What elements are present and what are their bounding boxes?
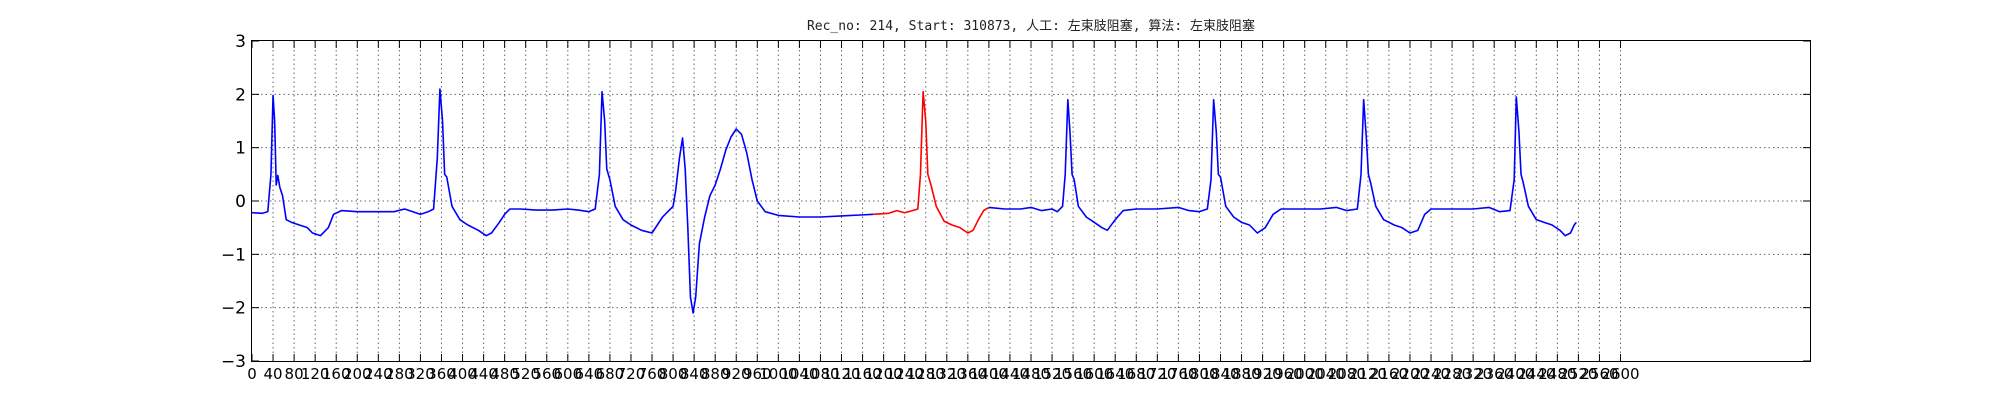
x-tick-label-2: 80 — [285, 365, 304, 383]
x-axis-ticks: 0 40 8012016020024028032036040044048052056… — [247, 41, 1640, 383]
y-tick-label-4: −1 — [221, 245, 246, 265]
x-tick-label-5: 200 — [343, 365, 372, 383]
x-tick-label-63: 2520 — [1559, 365, 1597, 383]
x-tick-label-6: 240 — [364, 365, 393, 383]
x-tick-label-52: 2080 — [1328, 365, 1366, 383]
series-line-1 — [873, 90, 990, 234]
x-tick-label-18: 720 — [617, 365, 646, 383]
y-axis-ticks: 3 2 1 0 −1 −2 −3 — [221, 32, 1810, 372]
x-tick-label-51: 2040 — [1307, 365, 1345, 383]
y-tick-label-0: 3 — [235, 32, 246, 52]
x-tick-label-34: 1360 — [949, 365, 987, 383]
y-tick-label-6: −3 — [221, 352, 246, 372]
x-tick-label-37: 1480 — [1012, 365, 1050, 383]
x-tick-label-30: 1200 — [865, 365, 903, 383]
x-tick-label-1: 40 — [264, 365, 283, 383]
x-tick-label-59: 2360 — [1475, 365, 1513, 383]
x-tick-label-54: 2160 — [1370, 365, 1408, 383]
x-tick-label-11: 440 — [469, 365, 498, 383]
x-tick-label-23: 920 — [722, 365, 751, 383]
series-lines — [251, 88, 1577, 314]
x-tick-label-31: 1240 — [886, 365, 924, 383]
x-tick-label-36: 1440 — [991, 365, 1029, 383]
x-tick-label-32: 1280 — [907, 365, 945, 383]
x-tick-label-3: 120 — [301, 365, 330, 383]
grid-lines — [252, 41, 1810, 361]
x-tick-label-0: 0 — [247, 365, 257, 383]
x-tick-label-8: 320 — [406, 365, 435, 383]
x-tick-label-65: 2600 — [1601, 365, 1639, 383]
x-tick-label-55: 2200 — [1391, 365, 1429, 383]
series-line-0 — [251, 88, 874, 314]
x-tick-label-60: 2400 — [1496, 365, 1534, 383]
x-tick-label-12: 480 — [490, 365, 519, 383]
y-tick-label-2: 1 — [235, 139, 246, 159]
x-tick-label-10: 400 — [448, 365, 477, 383]
x-tick-label-24: 960 — [743, 365, 772, 383]
y-tick-label-5: −2 — [221, 299, 246, 319]
x-tick-label-21: 840 — [680, 365, 709, 383]
x-tick-label-58: 2320 — [1454, 365, 1492, 383]
x-tick-label-56: 2240 — [1412, 365, 1450, 383]
plot-frame — [251, 40, 1811, 362]
x-tick-label-25: 1000 — [759, 365, 797, 383]
x-tick-label-40: 1600 — [1075, 365, 1113, 383]
x-tick-label-42: 1680 — [1117, 365, 1155, 383]
x-tick-label-26: 1040 — [780, 365, 818, 383]
y-tick-label-3: 0 — [235, 192, 246, 212]
chart-title: Rec_no: 214, Start: 310873, 人工: 左束肢阻塞, 算… — [807, 18, 1255, 34]
x-tick-label-20: 800 — [659, 365, 688, 383]
series-line-2 — [988, 96, 1577, 237]
x-tick-label-35: 1400 — [970, 365, 1008, 383]
x-tick-label-4: 160 — [322, 365, 351, 383]
x-tick-label-43: 1720 — [1138, 365, 1176, 383]
x-tick-label-64: 2560 — [1580, 365, 1618, 383]
x-tick-label-13: 520 — [511, 365, 540, 383]
x-tick-label-53: 2120 — [1349, 365, 1387, 383]
x-tick-label-17: 680 — [596, 365, 625, 383]
x-tick-label-7: 280 — [385, 365, 414, 383]
x-tick-label-47: 1880 — [1222, 365, 1260, 383]
x-tick-label-9: 360 — [427, 365, 456, 383]
x-tick-label-44: 1760 — [1159, 365, 1197, 383]
x-tick-label-29: 1160 — [843, 365, 881, 383]
y-tick-label-1: 2 — [235, 85, 246, 105]
x-tick-label-14: 560 — [532, 365, 561, 383]
x-tick-label-62: 2480 — [1538, 365, 1576, 383]
x-tick-label-57: 2280 — [1433, 365, 1471, 383]
x-tick-label-33: 1320 — [928, 365, 966, 383]
x-tick-label-41: 1640 — [1096, 365, 1134, 383]
x-tick-label-15: 600 — [553, 365, 582, 383]
x-tick-label-48: 1920 — [1244, 365, 1282, 383]
x-tick-label-19: 760 — [638, 365, 667, 383]
x-tick-label-50: 2000 — [1286, 365, 1324, 383]
x-tick-label-49: 1960 — [1265, 365, 1303, 383]
x-tick-label-46: 1840 — [1201, 365, 1239, 383]
x-tick-label-22: 880 — [701, 365, 730, 383]
x-tick-label-27: 1080 — [801, 365, 839, 383]
x-tick-label-28: 1120 — [822, 365, 860, 383]
x-tick-label-45: 1800 — [1180, 365, 1218, 383]
x-tick-label-39: 1560 — [1054, 365, 1092, 383]
x-tick-label-38: 1520 — [1033, 365, 1071, 383]
x-tick-label-16: 640 — [575, 365, 604, 383]
x-tick-label-61: 2440 — [1517, 365, 1555, 383]
